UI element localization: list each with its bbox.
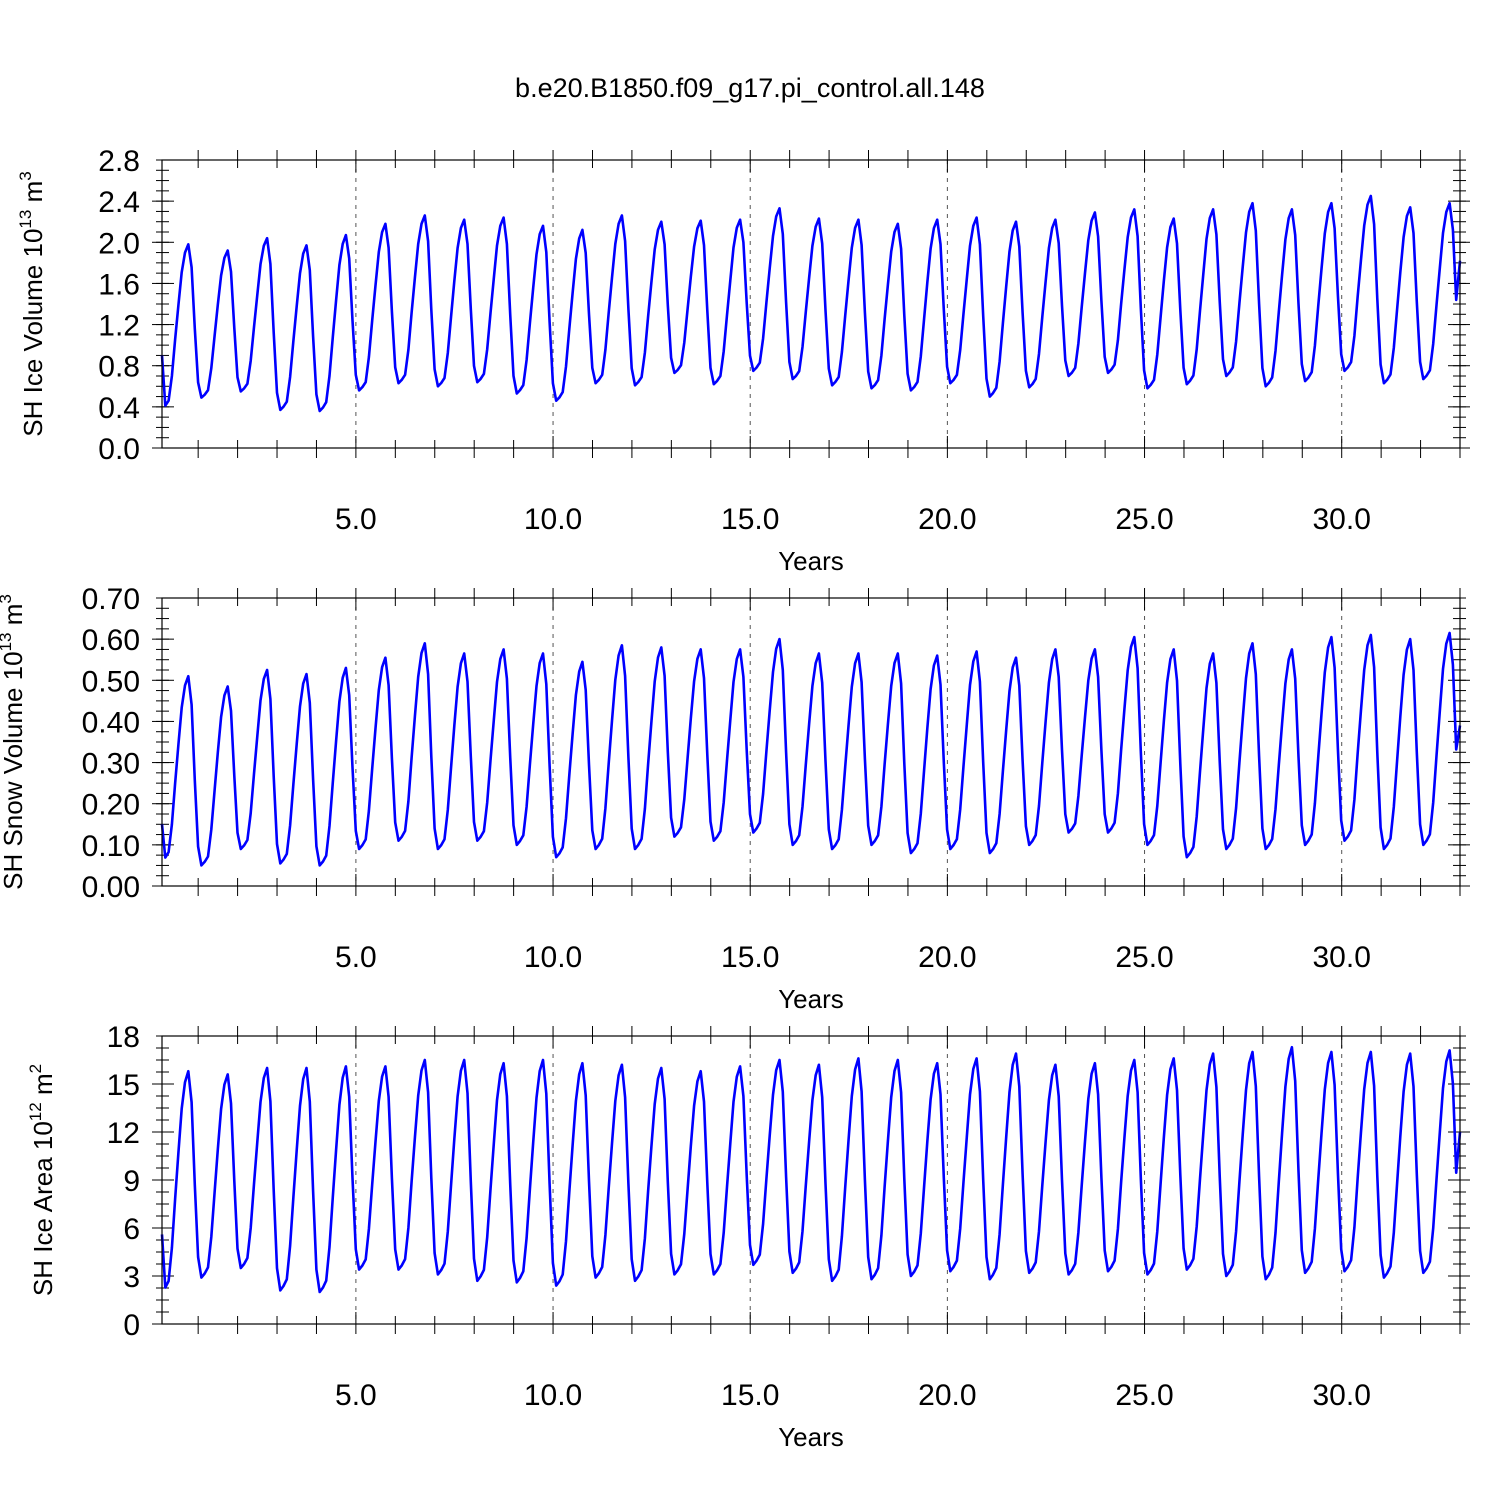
- x-tick-label: 20.0: [918, 503, 976, 536]
- x-tick-label: 15.0: [721, 1379, 779, 1412]
- plot-frame: [161, 597, 1461, 887]
- y-tick-label: 18: [107, 1021, 140, 1054]
- chart-title: b.e20.B1850.f09_g17.pi_control.all.148: [515, 73, 985, 103]
- y-tick-label: 15: [107, 1069, 140, 1102]
- plot-frame: [161, 159, 1461, 449]
- y-tick-label: 0.60: [82, 624, 140, 657]
- y-tick-label: 0.40: [82, 706, 140, 739]
- y-tick-label: 2.4: [98, 186, 140, 219]
- chart-panel-3: 0 3 6 9 12 15 18 5.0 10.0 15.0 20.0 25.0 30.0 Years SH…: [26, 1021, 1470, 1452]
- x-tick-label: 20.0: [918, 1379, 976, 1412]
- y-tick-label: 9: [123, 1165, 140, 1198]
- y-tick-label: 0.30: [82, 748, 140, 781]
- x-tick-label: 25.0: [1115, 1379, 1173, 1412]
- x-tick-label: 5.0: [335, 1379, 377, 1412]
- series-line: [160, 194, 1462, 413]
- y-axis-label: SH Ice Area 1012 m2: [26, 1064, 58, 1296]
- x-tick-label: 30.0: [1313, 1379, 1371, 1412]
- y-tick-label: 2.0: [98, 227, 140, 260]
- chart-panel-1: 0.0 0.4 0.8 1.2 1.6 2.0 2.4 2.8 5.0 10.0 15.0 20.0 2…: [16, 145, 1470, 576]
- y-tick-label: 0.00: [82, 871, 140, 904]
- series-line: [160, 1045, 1462, 1294]
- x-tick-label: 15.0: [721, 503, 779, 536]
- y-tick-label: 0.70: [82, 583, 140, 616]
- y-tick-label: 0: [123, 1309, 140, 1342]
- x-tick-label: 5.0: [335, 503, 377, 536]
- y-tick-label: 0.20: [82, 789, 140, 822]
- y-tick-label: 0.4: [98, 392, 140, 425]
- x-axis-label: Years: [778, 1422, 844, 1452]
- x-tick-label: 30.0: [1313, 503, 1371, 536]
- y-tick-label: 1.6: [98, 268, 140, 301]
- x-tick-label: 10.0: [524, 941, 582, 974]
- x-axis-label: Years: [778, 984, 844, 1014]
- y-tick-label: 6: [123, 1213, 140, 1246]
- chart-panel-2: 0.00 0.10 0.20 0.30 0.40 0.50 0.60 0.70 5.0 10.0 1…: [0, 583, 1470, 1014]
- x-tick-label: 20.0: [918, 941, 976, 974]
- x-tick-label: 10.0: [524, 1379, 582, 1412]
- y-tick-label: 0.50: [82, 665, 140, 698]
- plot-frame: [161, 1035, 1461, 1325]
- y-tick-label: 1.2: [98, 310, 140, 343]
- x-tick-label: 25.0: [1115, 503, 1173, 536]
- x-tick-label: 10.0: [524, 503, 582, 536]
- x-tick-label: 25.0: [1115, 941, 1173, 974]
- y-axis-label: SH Ice Volume 1013 m3: [16, 171, 48, 436]
- x-tick-label: 30.0: [1313, 941, 1371, 974]
- y-axis-label: SH Snow Volume 1013 m3: [0, 594, 28, 890]
- x-tick-label: 5.0: [335, 941, 377, 974]
- y-tick-label: 3: [123, 1261, 140, 1294]
- y-tick-label: 2.8: [98, 145, 140, 178]
- series-line: [160, 631, 1462, 867]
- y-tick-label: 12: [107, 1117, 140, 1150]
- y-tick-label: 0.0: [98, 433, 140, 466]
- y-tick-label: 0.8: [98, 351, 140, 384]
- y-tick-label: 0.10: [82, 830, 140, 863]
- x-tick-label: 15.0: [721, 941, 779, 974]
- x-axis-label: Years: [778, 546, 844, 576]
